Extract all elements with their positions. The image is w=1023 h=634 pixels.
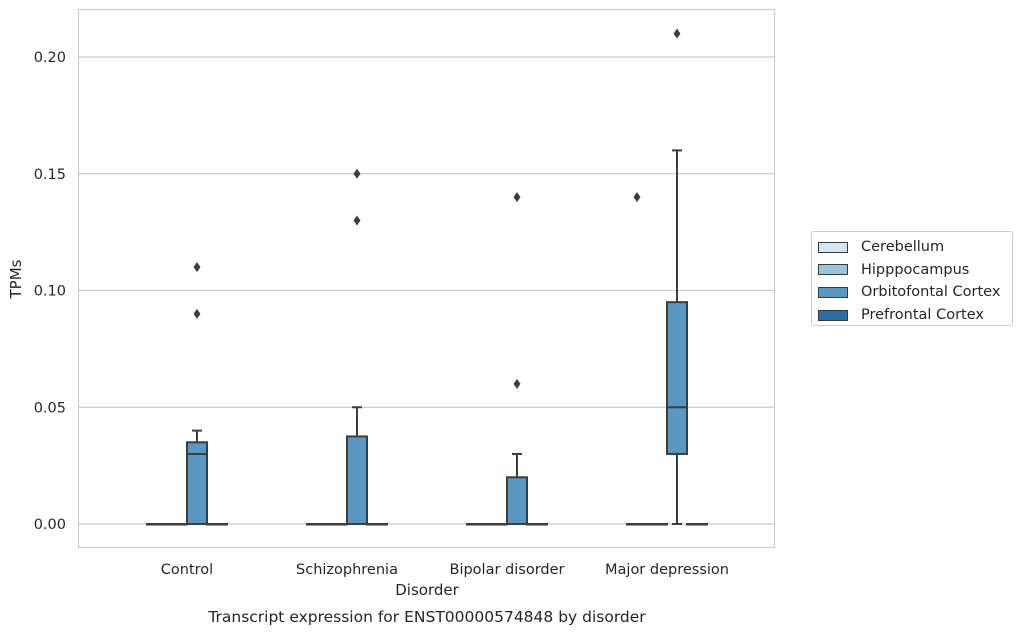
- box-hipppocampus: [646, 523, 668, 526]
- y-tick-label: 0.05: [34, 400, 66, 416]
- boxes: [146, 28, 708, 526]
- outlier-point: [193, 308, 201, 319]
- box-orbitofontal-cortex: [346, 168, 368, 525]
- x-tick-label: Bipolar disorder: [450, 562, 565, 578]
- box-cerebellum: [466, 523, 488, 526]
- outlier-point: [513, 192, 521, 203]
- legend-label: Prefrontal Cortex: [861, 307, 984, 324]
- legend-swatch: [818, 286, 848, 298]
- outlier-point: [513, 378, 521, 389]
- box-prefrontal-cortex: [686, 523, 708, 526]
- legend-swatch: [818, 264, 848, 276]
- outlier-point: [193, 262, 201, 273]
- box-cerebellum: [626, 192, 648, 526]
- x-axis-label: Disorder: [395, 581, 459, 599]
- y-tick-label: 0.15: [34, 167, 66, 183]
- plot-area: [77, 8, 776, 549]
- legend-item-cerebellum: Cerebellum: [818, 236, 1012, 259]
- y-tick-label: 0.10: [34, 284, 66, 300]
- box-orbitofontal-cortex: [506, 192, 528, 525]
- x-tick-label: Schizophrenia: [296, 562, 398, 578]
- legend-item-orbitofrontal-cortex: Orbitofontal Cortex: [818, 281, 1012, 304]
- legend-item-hippocampus: Hipppocampus: [818, 259, 1012, 282]
- box-iqr: [346, 435, 368, 525]
- outlier-point: [353, 168, 361, 179]
- box-orbitofontal-cortex: [186, 262, 208, 525]
- legend: Cerebellum Hipppocampus Orbitofontal Cor…: [811, 231, 1013, 326]
- box-hipppocampus: [326, 523, 348, 526]
- y-tick-label: 0.20: [34, 50, 66, 66]
- y-axis-label: TPMs: [7, 259, 25, 299]
- box-prefrontal-cortex: [366, 523, 388, 526]
- outlier-point: [673, 28, 681, 39]
- box-cerebellum: [306, 523, 328, 526]
- chart-title: Transcript expression for ENST0000057484…: [207, 608, 646, 626]
- box-hipppocampus: [166, 523, 188, 526]
- y-tick-label: 0.00: [34, 517, 66, 533]
- x-tick-label: Major depression: [605, 562, 729, 578]
- y-axis-ticks: 0.00 0.05 0.10 0.15 0.20: [34, 50, 66, 533]
- box-iqr: [186, 441, 208, 525]
- outlier-point: [353, 215, 361, 226]
- box-iqr: [506, 476, 528, 525]
- legend-label: Orbitofontal Cortex: [861, 284, 1001, 301]
- box-iqr: [666, 301, 688, 455]
- x-axis-ticks: Control Schizophrenia Bipolar disorder Majo…: [161, 562, 729, 578]
- outlier-point: [633, 192, 641, 203]
- box-orbitofontal-cortex: [666, 28, 688, 525]
- box-prefrontal-cortex: [526, 523, 548, 526]
- legend-label: Cerebellum: [861, 239, 945, 256]
- legend-swatch: [818, 241, 848, 253]
- legend-item-prefrontal-cortex: Prefrontal Cortex: [818, 304, 1012, 327]
- box-cerebellum: [146, 523, 168, 526]
- legend-swatch: [818, 309, 848, 321]
- box-hipppocampus: [486, 523, 508, 526]
- legend-label: Hipppocampus: [861, 261, 970, 278]
- box-prefrontal-cortex: [206, 523, 228, 526]
- x-tick-label: Control: [161, 562, 213, 578]
